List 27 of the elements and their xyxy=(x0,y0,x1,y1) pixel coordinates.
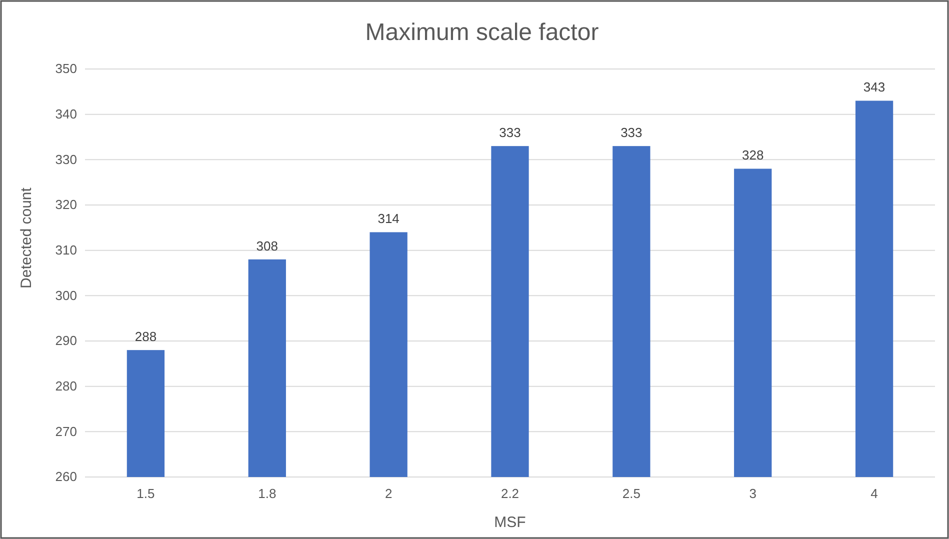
x-tick-label: 2.5 xyxy=(622,486,640,502)
y-tick-label: 310 xyxy=(55,242,77,258)
x-axis-title: MSF xyxy=(494,514,526,531)
y-tick-label: 260 xyxy=(55,469,77,484)
x-tick-label: 2 xyxy=(384,486,392,502)
y-tick-label: 350 xyxy=(55,61,77,76)
y-tick-label: 330 xyxy=(55,152,77,167)
y-tick-label: 280 xyxy=(55,378,77,394)
data-label: 333 xyxy=(499,125,521,140)
y-tick-label: 290 xyxy=(55,333,77,348)
data-label: 314 xyxy=(378,211,400,226)
data-label: 308 xyxy=(256,238,278,254)
y-tick-label: 270 xyxy=(55,424,77,439)
x-tick-label: 1.5 xyxy=(136,486,155,502)
x-tick-label: 1.8 xyxy=(258,486,276,502)
x-tick-label: 4 xyxy=(870,486,878,502)
data-label: 333 xyxy=(620,125,642,140)
x-tick-label: 3 xyxy=(749,486,756,502)
y-tick-label: 300 xyxy=(55,288,77,303)
data-label: 343 xyxy=(863,80,886,95)
y-axis-title: Detected count xyxy=(18,186,35,288)
chart-title: Maximum scale factor xyxy=(365,19,599,46)
data-label: 288 xyxy=(134,329,157,344)
x-tick-label: 2.2 xyxy=(500,486,520,502)
y-tick-label: 320 xyxy=(55,197,77,212)
data-label: 328 xyxy=(742,148,764,163)
y-tick-label: 340 xyxy=(55,106,77,122)
